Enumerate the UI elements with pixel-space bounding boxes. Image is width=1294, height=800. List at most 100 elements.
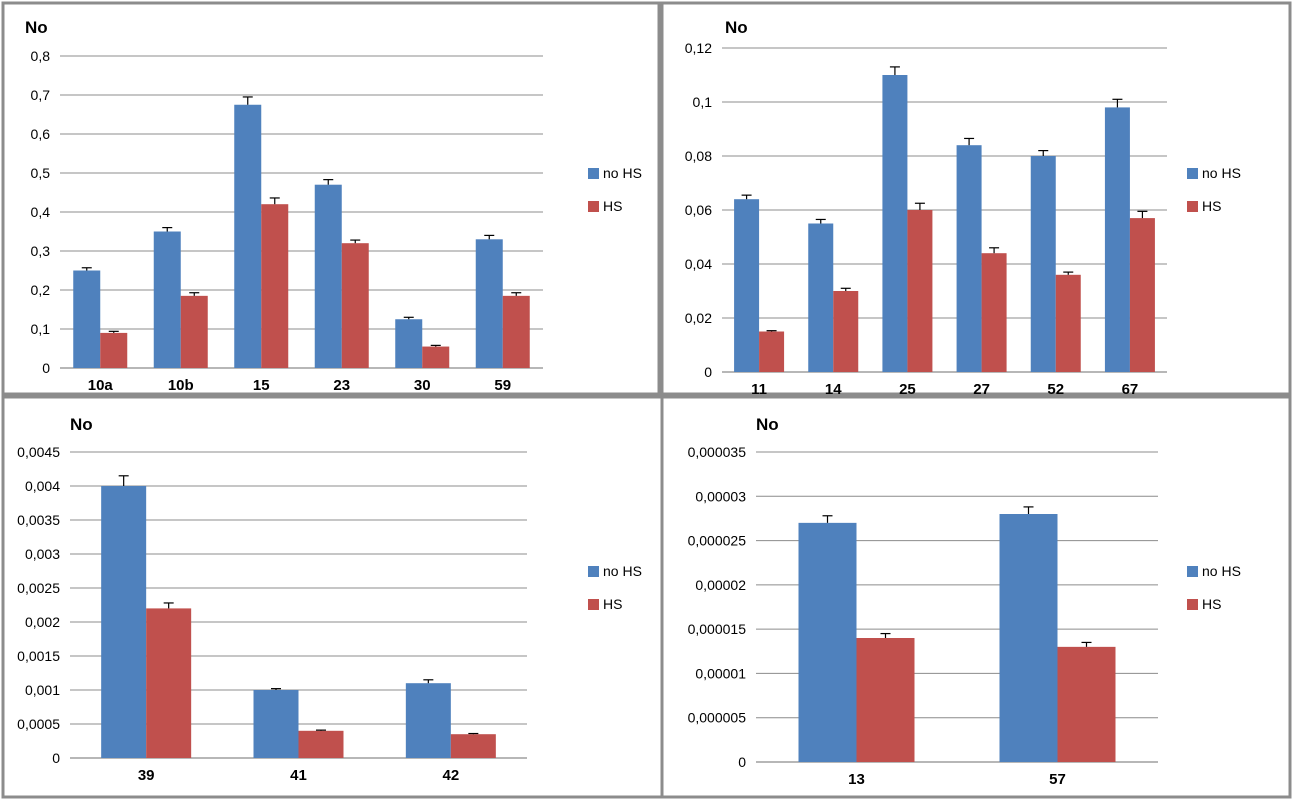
y-tick-label: 0,0035 (17, 512, 60, 528)
y-tick-label: 0,002 (25, 614, 60, 630)
y-axis-label: No (25, 18, 48, 37)
x-tick-label: 30 (414, 377, 431, 394)
y-tick-label: 0,3 (31, 243, 51, 259)
x-tick-label: 11 (751, 381, 767, 398)
bar-no-hs-57 (999, 514, 1058, 762)
bar-no-hs-30 (395, 319, 423, 368)
y-tick-label: 0,0045 (17, 444, 60, 460)
legend-label-no-hs: no HS (1202, 563, 1241, 579)
chart-panel-4: 0 0,000005 0,00001 0,000015 0,00002 0,000025 0… (660, 395, 1292, 799)
x-tick-label: 10b (168, 377, 194, 394)
y-tick-label: 0,7 (31, 87, 51, 103)
bar-hs-52 (1055, 274, 1081, 372)
legend-label-hs: HS (603, 198, 622, 214)
x-tick-label: 10a (88, 377, 114, 394)
bar-hs-67 (1129, 218, 1155, 372)
bar-hs-13 (856, 638, 915, 762)
x-tick-label: 13 (848, 771, 865, 788)
y-tick-label: 0,2 (31, 282, 51, 298)
legend-label-hs: HS (603, 596, 622, 612)
x-tick-label: 67 (1122, 381, 1139, 398)
y-tick-label: 0,1 (693, 94, 713, 110)
x-tick-label: 59 (494, 377, 511, 394)
y-axis-label: No (70, 415, 93, 434)
y-tick-label: 0,1 (31, 321, 51, 337)
legend-label-hs: HS (1202, 198, 1221, 214)
bar-no-hs-15 (234, 104, 262, 368)
y-tick-label: 0,003 (25, 546, 60, 562)
bar-no-hs-25 (882, 75, 908, 372)
panel-border (1, 1, 661, 396)
y-tick-label: 0,000005 (688, 710, 747, 726)
bar-no-hs-11 (734, 199, 760, 372)
bar-hs-42 (450, 734, 496, 758)
chart-panel-3: 0 0,0005 0,001 0,0015 0,002 0,0025 0,003 0,0035… (1, 395, 664, 799)
bar-hs-10a (100, 332, 128, 368)
bar-no-hs-10b (153, 231, 181, 368)
x-tick-label: 25 (899, 381, 916, 398)
panel-border (660, 1, 1292, 396)
legend-swatch-hs (1187, 201, 1198, 212)
y-tick-label: 0,004 (25, 478, 60, 494)
bar-no-hs-59 (475, 239, 503, 368)
y-tick-label: 0,00002 (695, 577, 746, 593)
bar-no-hs-14 (808, 223, 834, 372)
y-tick-label: 0,0015 (17, 648, 60, 664)
x-tick-label: 42 (442, 767, 459, 784)
legend-swatch-no-hs (588, 168, 599, 179)
y-tick-label: 0,4 (31, 204, 51, 220)
bar-hs-25 (907, 210, 933, 372)
legend-swatch-hs (588, 599, 599, 610)
x-tick-label: 15 (253, 377, 270, 394)
legend-label-hs: HS (1202, 596, 1221, 612)
x-tick-label: 14 (825, 381, 842, 398)
y-tick-label: 0,000015 (688, 621, 747, 637)
y-tick-label: 0,00001 (695, 665, 746, 681)
bar-hs-27 (981, 253, 1007, 372)
y-tick-label: 0,12 (685, 40, 712, 56)
bar-hs-41 (298, 730, 344, 758)
bar-no-hs-52 (1030, 156, 1056, 372)
bar-hs-59 (502, 295, 530, 368)
x-tick-label: 57 (1049, 771, 1066, 788)
bar-hs-15 (261, 204, 289, 368)
y-tick-label: 0,6 (31, 126, 51, 142)
legend-swatch-no-hs (1187, 168, 1198, 179)
y-tick-label: 0,0025 (17, 580, 60, 596)
legend-swatch-no-hs (588, 566, 599, 577)
bar-no-hs-23 (314, 184, 342, 368)
y-tick-label: 0,000025 (688, 533, 747, 549)
panel-border (660, 395, 1292, 799)
legend-swatch-no-hs (1187, 566, 1198, 577)
bar-hs-14 (833, 291, 859, 372)
y-tick-label: 0,5 (31, 165, 51, 181)
y-tick-label: 0 (704, 364, 712, 380)
bar-hs-10b (180, 295, 208, 368)
bar-no-hs-42 (405, 683, 451, 758)
y-tick-label: 0 (738, 754, 746, 770)
y-tick-label: 0,000035 (688, 444, 747, 460)
x-tick-label: 23 (333, 377, 350, 394)
legend-swatch-hs (588, 201, 599, 212)
bar-no-hs-10a (73, 270, 101, 368)
y-tick-label: 0,02 (685, 310, 712, 326)
y-tick-label: 0 (52, 750, 60, 766)
y-tick-label: 0,00003 (695, 488, 746, 504)
legend-label-no-hs: no HS (603, 563, 642, 579)
bar-hs-11 (759, 331, 785, 372)
y-tick-label: 0,04 (685, 256, 712, 272)
bar-no-hs-39 (101, 486, 147, 758)
bar-hs-23 (341, 243, 369, 368)
bar-no-hs-27 (956, 145, 982, 372)
y-tick-label: 0,0005 (17, 716, 60, 732)
x-tick-label: 27 (973, 381, 990, 398)
y-tick-label: 0,08 (685, 148, 712, 164)
bar-hs-30 (422, 346, 450, 368)
bar-no-hs-67 (1104, 107, 1130, 373)
bar-hs-57 (1057, 646, 1116, 762)
chart-panel-2: 0 0,02 0,04 0,06 0,08 0,1 0,12 No 11 14 25 27 52 67 no… (660, 1, 1292, 398)
y-axis-label: No (725, 18, 748, 37)
y-tick-label: 0,001 (25, 682, 60, 698)
y-axis-label: No (756, 415, 779, 434)
